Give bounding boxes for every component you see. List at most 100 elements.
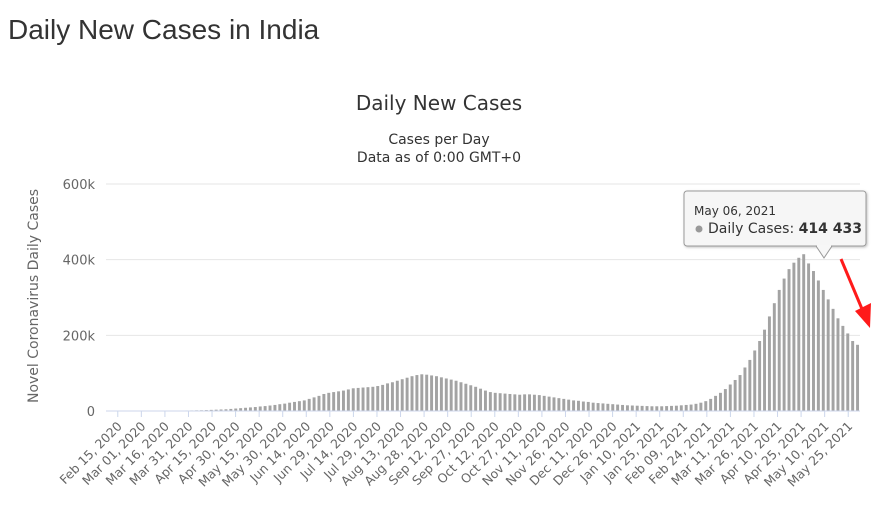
bar[interactable] bbox=[738, 375, 742, 411]
bar[interactable] bbox=[596, 403, 600, 412]
bar[interactable] bbox=[224, 409, 228, 411]
bar[interactable] bbox=[263, 406, 267, 411]
bar[interactable] bbox=[552, 397, 556, 411]
bar[interactable] bbox=[699, 402, 703, 411]
bar[interactable] bbox=[787, 269, 791, 412]
bar[interactable] bbox=[395, 380, 399, 411]
bar[interactable] bbox=[763, 329, 766, 411]
bar[interactable] bbox=[258, 406, 262, 411]
bar[interactable] bbox=[621, 404, 625, 411]
bar[interactable] bbox=[229, 408, 233, 411]
bar[interactable] bbox=[728, 384, 732, 411]
bar[interactable] bbox=[493, 392, 497, 411]
bar[interactable] bbox=[278, 404, 282, 411]
bar[interactable] bbox=[430, 375, 434, 411]
bar[interactable] bbox=[454, 380, 458, 411]
bar[interactable] bbox=[846, 333, 850, 411]
bar[interactable] bbox=[244, 407, 248, 411]
bar[interactable] bbox=[479, 388, 483, 411]
bar[interactable] bbox=[513, 394, 517, 411]
bar[interactable] bbox=[630, 405, 634, 411]
bar[interactable] bbox=[532, 394, 536, 411]
bar[interactable] bbox=[435, 376, 438, 411]
bar[interactable] bbox=[439, 377, 443, 411]
bar[interactable] bbox=[812, 271, 815, 411]
bar[interactable] bbox=[792, 262, 796, 411]
bar[interactable] bbox=[425, 374, 429, 411]
bar[interactable] bbox=[341, 390, 345, 411]
bar[interactable] bbox=[611, 404, 615, 411]
bar[interactable] bbox=[376, 386, 380, 411]
bar[interactable] bbox=[503, 393, 507, 411]
bar[interactable] bbox=[322, 393, 326, 411]
bar[interactable] bbox=[307, 398, 311, 411]
bar[interactable] bbox=[410, 376, 414, 411]
bar[interactable] bbox=[405, 377, 409, 411]
bar[interactable] bbox=[856, 344, 860, 411]
bar[interactable] bbox=[743, 367, 747, 411]
bar[interactable] bbox=[694, 403, 698, 411]
bar[interactable] bbox=[508, 393, 512, 411]
bar[interactable] bbox=[239, 408, 243, 411]
bar[interactable] bbox=[709, 398, 713, 411]
bar[interactable] bbox=[670, 405, 673, 411]
bar[interactable] bbox=[420, 374, 424, 411]
bar[interactable] bbox=[723, 389, 727, 411]
bar[interactable] bbox=[317, 395, 321, 411]
bar[interactable] bbox=[337, 391, 341, 411]
bar[interactable] bbox=[797, 257, 801, 411]
bar[interactable] bbox=[518, 394, 522, 411]
bar[interactable] bbox=[640, 405, 644, 411]
bar[interactable] bbox=[616, 404, 620, 411]
bar[interactable] bbox=[302, 400, 306, 411]
bar[interactable] bbox=[660, 406, 664, 411]
bar[interactable] bbox=[684, 404, 688, 411]
bar[interactable] bbox=[356, 387, 360, 411]
bar[interactable] bbox=[601, 403, 605, 411]
bar[interactable] bbox=[753, 350, 757, 411]
bar[interactable] bbox=[655, 406, 659, 411]
bar[interactable] bbox=[777, 289, 781, 411]
bar[interactable] bbox=[542, 395, 546, 411]
bar[interactable] bbox=[283, 403, 287, 411]
bar[interactable] bbox=[327, 392, 331, 411]
bar[interactable] bbox=[386, 383, 389, 411]
bar[interactable] bbox=[606, 403, 610, 411]
bar[interactable] bbox=[567, 399, 571, 411]
bar[interactable] bbox=[758, 341, 762, 411]
bar[interactable] bbox=[807, 263, 811, 411]
bar[interactable] bbox=[483, 390, 487, 411]
bar[interactable] bbox=[718, 392, 722, 411]
bar[interactable] bbox=[772, 303, 776, 411]
bar[interactable] bbox=[469, 385, 473, 411]
bar[interactable] bbox=[581, 401, 585, 411]
bar[interactable] bbox=[268, 405, 272, 411]
bar[interactable] bbox=[851, 341, 855, 411]
bar[interactable] bbox=[625, 405, 629, 411]
bar[interactable] bbox=[679, 405, 683, 411]
bar[interactable] bbox=[488, 392, 492, 411]
bar[interactable] bbox=[371, 386, 375, 411]
bar[interactable] bbox=[248, 407, 252, 411]
bar[interactable] bbox=[591, 402, 595, 411]
bar[interactable] bbox=[297, 401, 301, 411]
bar[interactable] bbox=[498, 393, 502, 411]
bar[interactable] bbox=[572, 400, 576, 411]
bar[interactable] bbox=[547, 396, 551, 411]
bar[interactable] bbox=[528, 394, 531, 411]
bar[interactable] bbox=[390, 382, 394, 411]
bar[interactable] bbox=[459, 382, 463, 411]
bar[interactable] bbox=[841, 325, 845, 412]
bar[interactable] bbox=[464, 383, 468, 411]
bar[interactable] bbox=[645, 406, 649, 411]
bar[interactable] bbox=[400, 379, 404, 411]
bar[interactable] bbox=[689, 404, 693, 411]
bar[interactable] bbox=[474, 386, 478, 411]
bar[interactable] bbox=[537, 395, 541, 411]
bar[interactable] bbox=[826, 299, 830, 411]
bar[interactable] bbox=[415, 375, 419, 411]
bar[interactable] bbox=[351, 388, 355, 411]
bar[interactable] bbox=[577, 400, 580, 411]
bar[interactable] bbox=[665, 406, 669, 411]
bars[interactable] bbox=[151, 254, 860, 412]
